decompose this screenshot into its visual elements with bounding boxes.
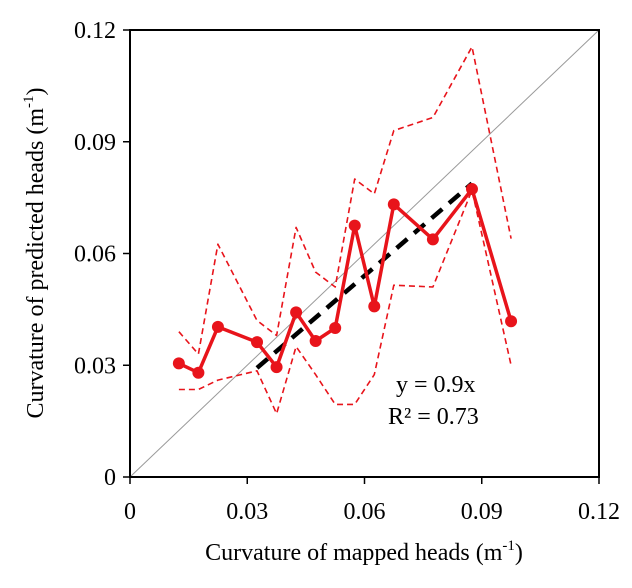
observed-point <box>426 233 439 246</box>
observed-point <box>172 357 185 370</box>
observed-point <box>309 335 322 348</box>
x-tick-label: 0.03 <box>226 499 268 525</box>
r-squared-label: R² = 0.73 <box>388 404 479 430</box>
observed-point <box>251 336 264 349</box>
y-tick-label: 0.09 <box>74 130 116 156</box>
observed-point <box>211 320 224 333</box>
x-tick-label: 0.12 <box>578 499 620 525</box>
identity-line <box>129 29 600 478</box>
y-tick-label: 0 <box>104 465 116 491</box>
observed-point <box>505 315 518 328</box>
x-tick-label: 0 <box>124 499 136 525</box>
lower-bound-line <box>178 189 512 415</box>
observed-point <box>465 183 478 196</box>
observed-point <box>348 219 361 232</box>
x-tick-label: 0.06 <box>344 499 386 525</box>
y-axis-title-exponent: -1 <box>21 95 37 108</box>
observed-point <box>192 366 205 379</box>
observed-point <box>387 198 400 211</box>
regression-equation: y = 0.9x <box>396 372 476 398</box>
y-tick-label: 0.06 <box>74 242 116 268</box>
x-axis-title: Curvature of mapped heads (m-1) <box>205 538 523 566</box>
y-tick-label: 0.03 <box>74 353 116 379</box>
y-tick-label: 0.12 <box>74 18 116 44</box>
x-axis-title-exponent: -1 <box>502 538 515 554</box>
y-axis-title-text: Curvature of predicted heads (m <box>23 108 49 419</box>
observed-point <box>329 322 342 334</box>
axis-ticks: 0 0.03 0.06 0.09 0.12 0 0.03 0.06 0.09 0.12 <box>74 18 620 525</box>
upper-bound-line <box>178 45 512 355</box>
y-axis-title: Curvature of predicted heads (m-1) <box>21 87 49 418</box>
observed-point <box>368 300 381 313</box>
observed-point <box>270 361 283 374</box>
observed-series-line <box>178 187 513 375</box>
x-tick-label: 0.09 <box>461 499 503 525</box>
regression-line <box>255 181 474 370</box>
y-axis-title-close: ) <box>23 87 49 95</box>
observed-point <box>290 306 303 319</box>
x-axis-title-close: ) <box>515 540 523 566</box>
plot-area <box>129 29 600 478</box>
x-axis-title-text: Curvature of mapped heads (m <box>205 540 503 566</box>
